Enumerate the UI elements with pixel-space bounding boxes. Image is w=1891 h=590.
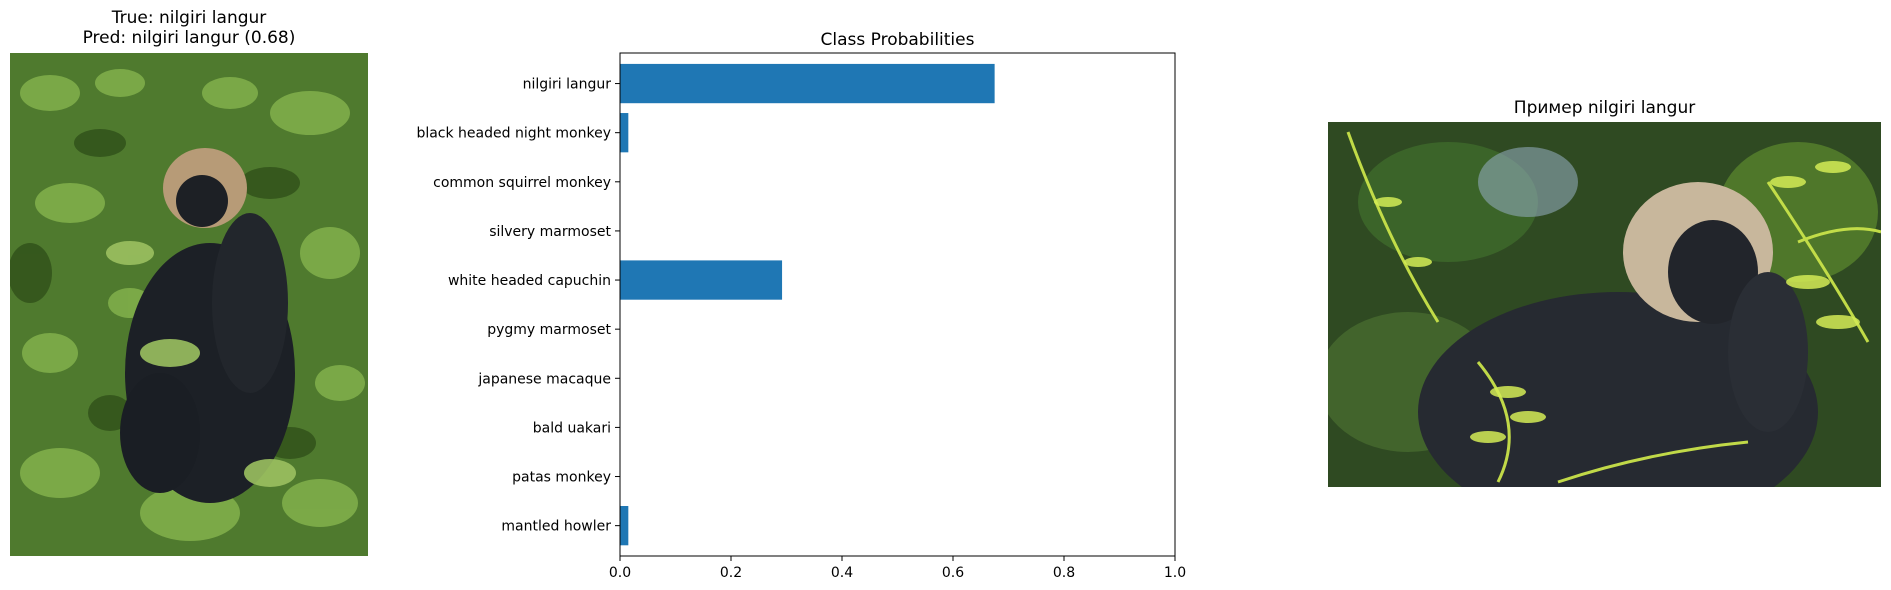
y-tick-label: patas monkey [512,470,611,486]
x-tick-label: 0.6 [942,565,964,581]
langur-example-image [1328,122,1881,487]
query-photo [10,53,368,556]
bar-nilgiri-langur [620,63,995,104]
y-axis-ticks: nilgiri langur black headed night monkey c… [416,77,620,535]
pred-label: Pred: nilgiri langur (0.68) [82,28,296,48]
y-tick-label: mantled howler [501,519,611,535]
bar-black-headed-night-monkey [620,113,629,153]
y-tick-label: black headed night monkey [416,126,611,142]
y-tick-label: bald uakari [533,420,611,436]
y-tick-label: white headed capuchin [448,273,611,289]
example-photo [1328,122,1881,487]
y-tick-label: japanese macaque [477,371,611,387]
x-tick-label: 0.4 [831,565,853,581]
y-tick-label: silvery marmoset [489,224,611,240]
chart-title: Class Probabilities [821,30,975,50]
x-tick-label: 0.0 [609,565,631,581]
bar-white-headed-capuchin [620,260,783,300]
bar-mantled-howler [620,506,629,546]
left-photo-title: True: nilgiri langur Pred: nilgiri langu… [10,8,368,48]
y-tick-label: pygmy marmoset [487,322,611,338]
example-photo-title: Пример nilgiri langur [1513,98,1696,118]
y-tick-label: nilgiri langur [523,77,612,93]
x-tick-label: 1.0 [1164,565,1186,581]
bars-group [620,63,995,546]
x-tick-label: 0.8 [1053,565,1075,581]
plot-frame [619,52,1176,557]
y-tick-label: common squirrel monkey [433,175,611,191]
langur-in-leaves-image [10,53,368,556]
true-label: True: nilgiri langur [111,8,267,28]
x-tick-label: 0.2 [720,565,742,581]
x-axis-ticks: 0.0 0.2 0.4 0.6 0.8 1.0 [609,556,1186,581]
